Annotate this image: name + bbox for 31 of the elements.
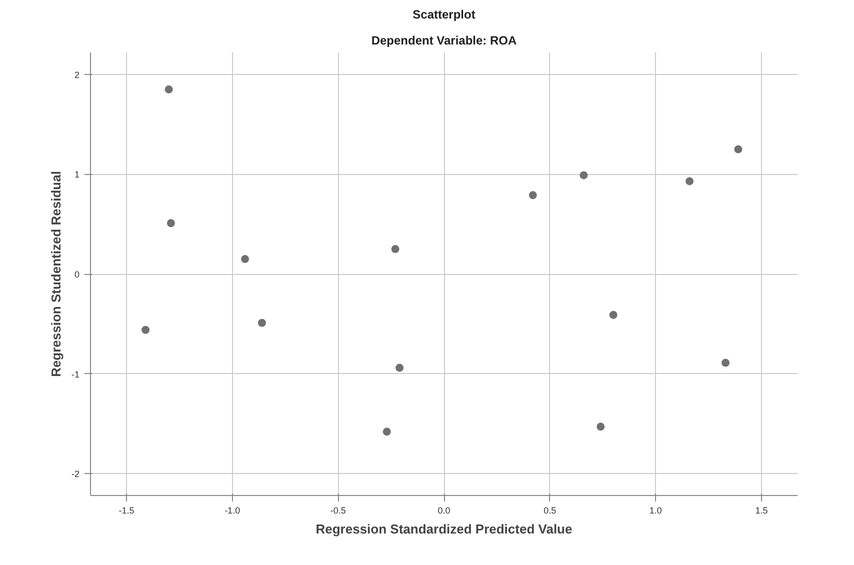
- point: [142, 326, 150, 334]
- y-tick-label: 2: [74, 70, 80, 80]
- x-tick-label: 1.5: [755, 506, 768, 516]
- point: [734, 145, 742, 154]
- point: [164, 85, 173, 94]
- point: [396, 364, 404, 372]
- x-tick-label: -1.0: [224, 506, 240, 516]
- x-tick-label: -0.5: [330, 506, 346, 516]
- x-tick-label: 0.5: [544, 506, 556, 516]
- point: [391, 245, 400, 254]
- x-tick-label: -1.5: [118, 506, 134, 516]
- y-tick-label: -1: [72, 369, 80, 380]
- point: [241, 255, 250, 264]
- point: [580, 171, 588, 180]
- y-axis-title: Regression Studentized Residual: [48, 171, 64, 377]
- y-tick-label: -2: [72, 469, 80, 480]
- y-tick-label: 1: [74, 170, 80, 180]
- point: [609, 310, 618, 319]
- x-tick-label: 0.0: [438, 506, 450, 516]
- x-axis-title: Regression Standardized Predicted Value: [316, 522, 572, 536]
- point: [596, 422, 605, 431]
- point: [258, 318, 266, 327]
- point: [686, 177, 694, 186]
- point: [166, 219, 175, 228]
- chart-title: Scatterplot: [412, 8, 476, 22]
- y-tick-label: 0: [74, 270, 80, 280]
- point: [722, 358, 730, 367]
- chart-subtitle: Dependent Variable: ROA: [371, 34, 518, 48]
- point: [382, 428, 391, 436]
- x-tick-label: 1.0: [649, 506, 662, 516]
- point: [528, 191, 537, 200]
